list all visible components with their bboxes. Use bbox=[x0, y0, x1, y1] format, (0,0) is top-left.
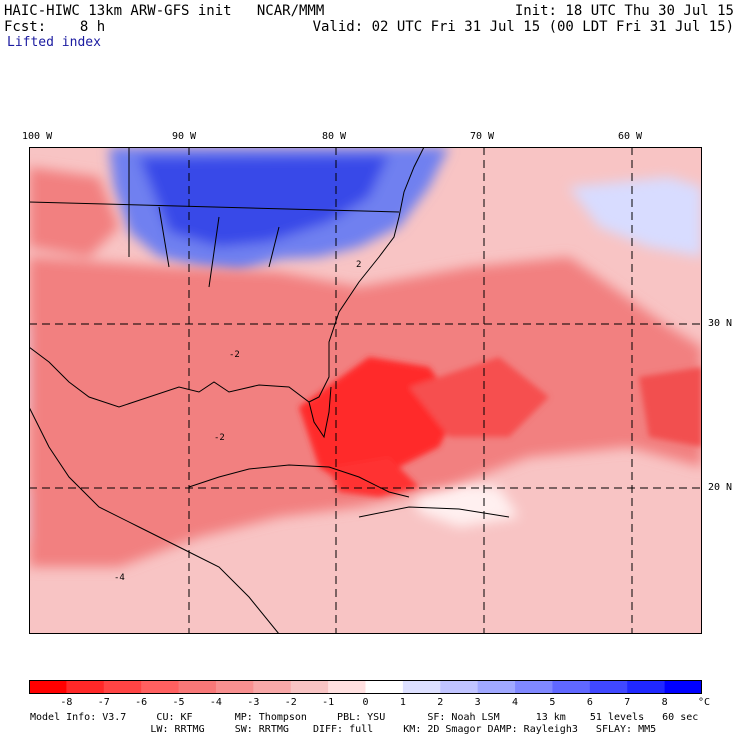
colorbar-swatch bbox=[178, 680, 217, 694]
colorbar-tick-label: 0 bbox=[362, 697, 369, 708]
lon-label-100w: 100 W bbox=[22, 131, 53, 142]
colorbar-swatch bbox=[440, 680, 479, 694]
colorbar-swatch bbox=[141, 680, 180, 694]
colorbar-swatch bbox=[290, 680, 329, 694]
lat-label-20n: 20 N bbox=[708, 482, 733, 493]
colorbar-swatch bbox=[365, 680, 404, 694]
colorbar-tick-label: 2 bbox=[437, 697, 444, 708]
coastlines bbox=[29, 147, 510, 634]
colorbar-tick-label: -2 bbox=[284, 697, 297, 708]
lat-label-30n: 30 N bbox=[708, 318, 733, 329]
colorbar-tick-label: 5 bbox=[549, 697, 556, 708]
contour-label: -4 bbox=[114, 573, 125, 583]
colorbar-swatch bbox=[103, 680, 142, 694]
contour-label: 2 bbox=[356, 260, 361, 270]
strong-instability bbox=[299, 357, 702, 497]
colorbar-tick-label: 6 bbox=[586, 697, 593, 708]
colorbar-swatch bbox=[328, 680, 366, 694]
colorbar-swatch bbox=[253, 680, 292, 694]
lifted-index-map: -2 -2 2 -4 bbox=[29, 147, 702, 634]
colorbar-tick-label: 1 bbox=[399, 697, 406, 708]
lon-label-70w: 70 W bbox=[470, 131, 495, 142]
colorbar-swatch bbox=[66, 680, 105, 694]
contour-labels: -2 -2 2 -4 bbox=[114, 260, 361, 583]
colorbar-tick-label: -4 bbox=[209, 697, 222, 708]
contour-label: -2 bbox=[214, 433, 225, 443]
plot-title: HAIC-HIWC 13km ARW-GFS init NCAR/MMM bbox=[4, 3, 325, 19]
model-info-line2: LW: RRTMG SW: RRTMG DIFF: full KM: 2D Sm… bbox=[30, 724, 657, 735]
colorbar-swatch bbox=[589, 680, 628, 694]
colorbar-tick-label: -1 bbox=[322, 697, 335, 708]
colorbar-swatch bbox=[515, 680, 553, 694]
colorbar-tick-label: 8 bbox=[661, 697, 668, 708]
contour-label: -2 bbox=[229, 350, 240, 360]
colorbar-swatch bbox=[664, 680, 702, 694]
colorbar bbox=[29, 680, 702, 694]
colorbar-tick-label: -7 bbox=[97, 697, 110, 708]
map-frame bbox=[29, 147, 702, 634]
model-info-line1: Model Info: V3.7 CU: KF MP: Thompson PBL… bbox=[30, 712, 699, 723]
colorbar-swatch bbox=[29, 680, 67, 694]
lon-label-60w: 60 W bbox=[618, 131, 643, 142]
lat-lon-grid bbox=[29, 147, 702, 634]
colorbar-swatch bbox=[627, 680, 666, 694]
colorbar-unit: °C bbox=[697, 697, 711, 708]
forecast-hour: Fcst: 8 h bbox=[4, 19, 106, 35]
field-name: Lifted index bbox=[7, 35, 101, 50]
colorbar-tick-label: 7 bbox=[624, 697, 631, 708]
lon-label-80w: 80 W bbox=[322, 131, 347, 142]
colorbar-tick-label: -3 bbox=[247, 697, 260, 708]
valid-time: Valid: 02 UTC Fri 31 Jul 15 (00 LDT Fri … bbox=[312, 19, 734, 35]
colorbar-tick-label: 3 bbox=[474, 697, 481, 708]
colorbar-swatch bbox=[215, 680, 254, 694]
lon-label-90w: 90 W bbox=[172, 131, 197, 142]
colorbar-tick-label: -8 bbox=[60, 697, 73, 708]
colorbar-tick-label: 4 bbox=[512, 697, 519, 708]
colorbar-tick-label: -5 bbox=[172, 697, 185, 708]
colorbar-tick-label: -6 bbox=[135, 697, 148, 708]
colorbar-swatch bbox=[552, 680, 591, 694]
init-time: Init: 18 UTC Thu 30 Jul 15 bbox=[514, 3, 734, 19]
colorbar-swatch bbox=[477, 680, 516, 694]
colorbar-swatch bbox=[402, 680, 441, 694]
